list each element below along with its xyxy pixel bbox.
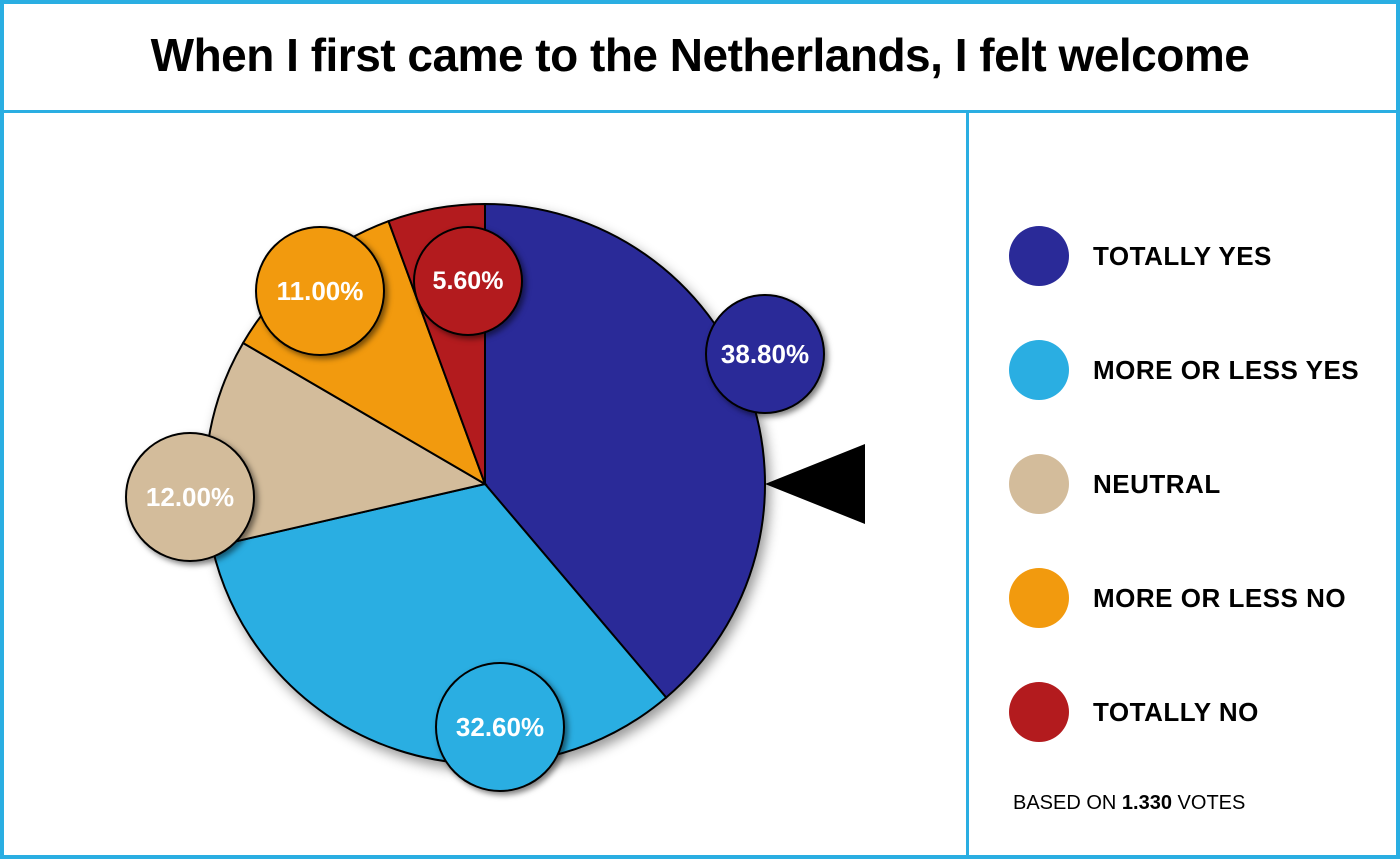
legend-item: MORE OR LESS NO xyxy=(1009,568,1396,628)
legend-item: TOTALLY NO xyxy=(1009,682,1396,742)
legend-item: NEUTRAL xyxy=(1009,454,1396,514)
legend-swatch xyxy=(1009,568,1069,628)
pct-bubble-neutral: 12.00% xyxy=(125,432,255,562)
chart-panel: 38.80% 32.60% 12.00%11.00% 5.60% xyxy=(4,113,966,855)
vote-footnote: BASED ON 1.330 VOTES xyxy=(1013,792,1245,815)
legend-label: MORE OR LESS YES xyxy=(1093,355,1359,386)
legend-label: NEUTRAL xyxy=(1093,469,1221,500)
pct-bubble-totally_no: 5.60% xyxy=(413,226,523,336)
legend-items: TOTALLY YES MORE OR LESS YES NEUTRAL MORE O… xyxy=(1009,226,1396,742)
legend-item: MORE OR LESS YES xyxy=(1009,340,1396,400)
chart-title: When I first came to the Netherlands, I … xyxy=(24,28,1376,82)
content-row: 38.80% 32.60% 12.00%11.00% 5.60% TOTALLY YE… xyxy=(4,113,1396,855)
legend-label: MORE OR LESS NO xyxy=(1093,583,1346,614)
pie-wrap: 38.80%32.60%12.00%11.00%5.60% xyxy=(185,184,785,784)
footnote-suffix: VOTES xyxy=(1172,792,1245,814)
pct-bubble-totally_yes: 38.80% xyxy=(705,294,825,414)
legend-label: TOTALLY YES xyxy=(1093,241,1272,272)
title-bar: When I first came to the Netherlands, I … xyxy=(4,4,1396,113)
legend-swatch xyxy=(1009,454,1069,514)
footnote-prefix: BASED ON xyxy=(1013,792,1122,814)
chart-frame: When I first came to the Netherlands, I … xyxy=(0,0,1400,859)
legend-swatch xyxy=(1009,682,1069,742)
legend-item: TOTALLY YES xyxy=(1009,226,1396,286)
legend-swatch xyxy=(1009,340,1069,400)
pct-bubble-more_or_less_yes: 32.60% xyxy=(435,662,565,792)
legend-panel: TOTALLY YES MORE OR LESS YES NEUTRAL MORE O… xyxy=(966,113,1396,855)
footnote-count: 1.330 xyxy=(1122,792,1172,814)
pct-bubble-more_or_less_no: 11.00% xyxy=(255,226,385,356)
legend-swatch xyxy=(1009,226,1069,286)
legend-label: TOTALLY NO xyxy=(1093,697,1259,728)
